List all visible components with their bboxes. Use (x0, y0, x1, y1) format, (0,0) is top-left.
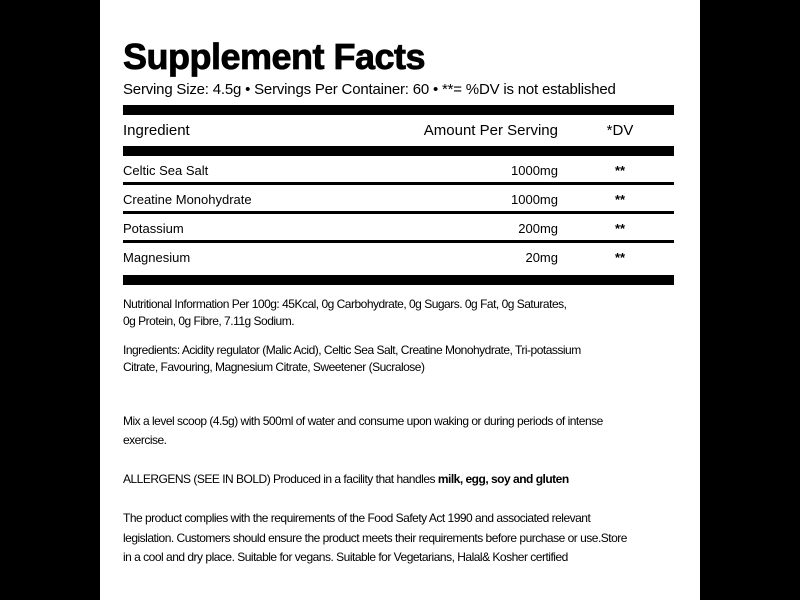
ingredient-name: Creatine Monohydrate (123, 192, 252, 207)
dv-value: ** (614, 192, 626, 207)
ingredient-name: Magnesium (123, 250, 191, 265)
usage-and-legal-paragraph: Mix a level scoop (4.5g) with 500ml of w… (123, 392, 674, 587)
allergens-bold-text: milk, egg, soy and gluten (437, 472, 569, 486)
serving-info: Serving Size: 4.5g • Servings Per Contai… (123, 81, 616, 98)
allergens-text: ALLERGENS (SEE IN BOLD) Produced in a fa… (123, 472, 438, 486)
ingredient-name: Potassium (123, 221, 184, 236)
amount-value: 1000mg (511, 192, 558, 207)
divider-bar-top (123, 105, 674, 115)
table-row: Creatine Monohydrate 1000mg ** (123, 185, 674, 214)
dv-value: ** (614, 250, 626, 265)
nutrition-info-paragraph: Nutritional Information Per 100g: 45Kcal… (123, 297, 567, 328)
ingredient-name: Celtic Sea Salt (123, 163, 209, 178)
table-row: Celtic Sea Salt 1000mg ** (123, 156, 674, 185)
table-row: Magnesium 20mg ** (123, 243, 674, 275)
header-ingredient: Ingredient (123, 122, 190, 139)
compliance-text: The product complies with the requiremen… (123, 511, 627, 564)
header-dv: *DV (606, 122, 634, 139)
table-header-row: Ingredient Amount Per Serving *DV (123, 115, 674, 146)
table-row: Potassium 200mg ** (123, 214, 674, 243)
supplement-facts-label: Supplement Facts Serving Size: 4.5g • Se… (100, 0, 700, 600)
amount-value: 1000mg (511, 163, 558, 178)
label-content: Supplement Facts Serving Size: 4.5g • Se… (123, 36, 674, 587)
divider-bar-header (123, 146, 674, 156)
allergens-line: ALLERGENS (SEE IN BOLD) Produced in a fa… (123, 470, 674, 490)
label-title: Supplement Facts (123, 36, 426, 77)
directions-text: Mix a level scoop (4.5g) with 500ml of w… (123, 413, 603, 448)
dv-value: ** (614, 221, 626, 236)
amount-value: 20mg (525, 250, 558, 265)
amount-value: 200mg (518, 221, 558, 236)
divider-bar-bottom (123, 275, 674, 285)
dv-value: ** (614, 163, 626, 178)
header-amount-per-serving: Amount Per Serving (423, 122, 558, 139)
ingredients-paragraph: Ingredients: Acidity regulator (Malic Ac… (123, 343, 581, 374)
